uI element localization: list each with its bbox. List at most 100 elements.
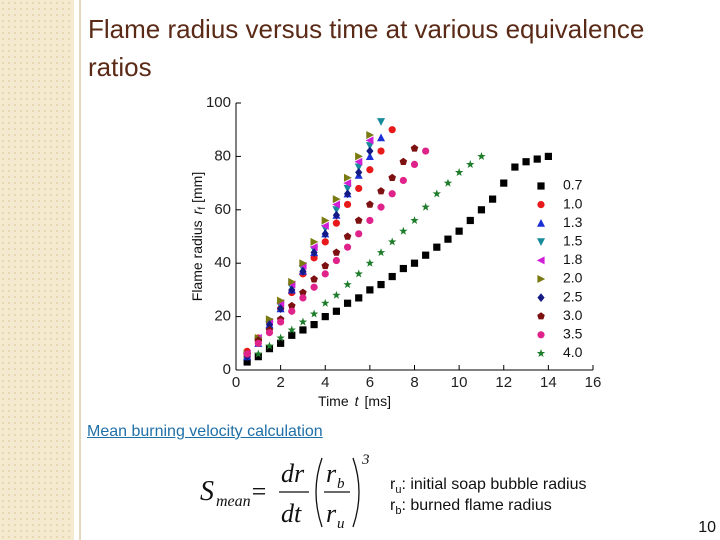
x-tick-label: 12 (495, 374, 512, 391)
data-point (466, 216, 474, 225)
legend-marker (536, 256, 545, 265)
formula-denominator: dt (281, 499, 302, 528)
data-point (343, 280, 352, 289)
data-point (365, 258, 375, 267)
paren-left (315, 457, 323, 528)
data-point (355, 230, 363, 238)
link[interactable]: Mean burning velocity calculation (87, 423, 323, 440)
legend-label: 3.0 (563, 307, 583, 323)
note: rb: burned flame radius (390, 497, 552, 517)
note-symbol: r (390, 476, 396, 493)
data-point (321, 261, 330, 270)
data-point (288, 285, 296, 295)
data-point (500, 179, 508, 187)
data-point (332, 219, 341, 227)
slide-title: Flame radius versus time at various equi… (88, 14, 645, 82)
data-point (343, 184, 352, 193)
data-point (377, 280, 385, 289)
data-point (388, 237, 397, 246)
data-point (321, 238, 329, 246)
x-tick-label: 8 (410, 374, 418, 391)
data-point (332, 200, 341, 209)
data-point (377, 203, 385, 211)
page-number: 10 (698, 519, 716, 536)
data-point (265, 341, 274, 350)
data-point (254, 349, 263, 358)
data-point (321, 216, 330, 225)
y-label-unit: [mm] (189, 172, 205, 203)
chart: 0 2 4 6 8 10 12 14 16 0 20 40 60 80 100 Time t [ms] Flame … (189, 94, 602, 409)
legend-label: 2.0 (563, 270, 583, 286)
data-point (265, 320, 274, 330)
y-tick-label: 60 (214, 201, 231, 218)
legend-marker (537, 312, 545, 320)
data-point (410, 216, 419, 225)
data-point (310, 275, 318, 283)
data-point (310, 283, 318, 291)
legend-marker (537, 238, 545, 246)
side-band (0, 0, 74, 540)
x-tick-label: 14 (540, 374, 557, 391)
data-point (265, 315, 274, 324)
ratio-top: r (326, 459, 337, 488)
data-point (377, 118, 386, 126)
data-point (354, 216, 363, 224)
data-point (310, 321, 318, 329)
formula: S mean = dr dt r b r u 3 (200, 452, 370, 532)
data-point (388, 272, 396, 281)
data-point (288, 331, 296, 339)
data-point (299, 266, 307, 276)
data-point (477, 152, 486, 160)
data-point (366, 146, 374, 156)
data-point (299, 288, 307, 296)
legend-label: 1.0 (563, 195, 583, 211)
legend-marker (536, 349, 546, 357)
x-label-text: Time (318, 393, 349, 409)
data-point (332, 206, 341, 214)
data-point (433, 243, 441, 251)
data-point (365, 152, 374, 160)
formula-exponent: 3 (361, 452, 370, 468)
data-point (444, 235, 452, 243)
x-tick-label: 2 (276, 374, 284, 391)
formula-lhs-sub: mean (216, 493, 251, 510)
data-point (399, 226, 408, 235)
data-point (388, 190, 396, 198)
data-point (544, 152, 552, 160)
legend-label: 2.5 (563, 288, 583, 304)
legend-marker (537, 275, 546, 283)
data-point (254, 339, 262, 347)
data-point (377, 147, 385, 155)
data-point (466, 160, 475, 168)
ratio-bottom: r (326, 499, 337, 528)
x-tick-label: 16 (585, 374, 602, 391)
ratio-top-sub: b (337, 476, 345, 492)
data-point (410, 160, 419, 169)
y-axis-label: Flame radius rf [mm] (189, 172, 208, 301)
data-point (243, 350, 251, 358)
data-point (298, 317, 308, 326)
data-point (511, 163, 519, 171)
data-point (477, 206, 486, 214)
data-point (343, 179, 352, 188)
data-point (366, 131, 375, 140)
paren-right (352, 457, 360, 528)
ratio-bottom-sub: u (337, 516, 345, 532)
data-point (366, 286, 374, 294)
note-symbol: r (390, 497, 396, 514)
y-label-text: Flame radius (189, 220, 205, 301)
data-point (366, 200, 374, 208)
data-point (343, 173, 352, 182)
data-point (343, 243, 352, 251)
data-point (288, 307, 296, 315)
data-point (354, 163, 363, 172)
data-point (455, 227, 463, 235)
data-point (321, 229, 329, 239)
formula-equals: = (250, 477, 268, 506)
data-point (443, 178, 453, 187)
data-point (310, 248, 318, 257)
x-label-unit: [ms] (365, 393, 391, 409)
x-tick-label: 4 (321, 374, 329, 391)
legend-marker (537, 182, 545, 190)
